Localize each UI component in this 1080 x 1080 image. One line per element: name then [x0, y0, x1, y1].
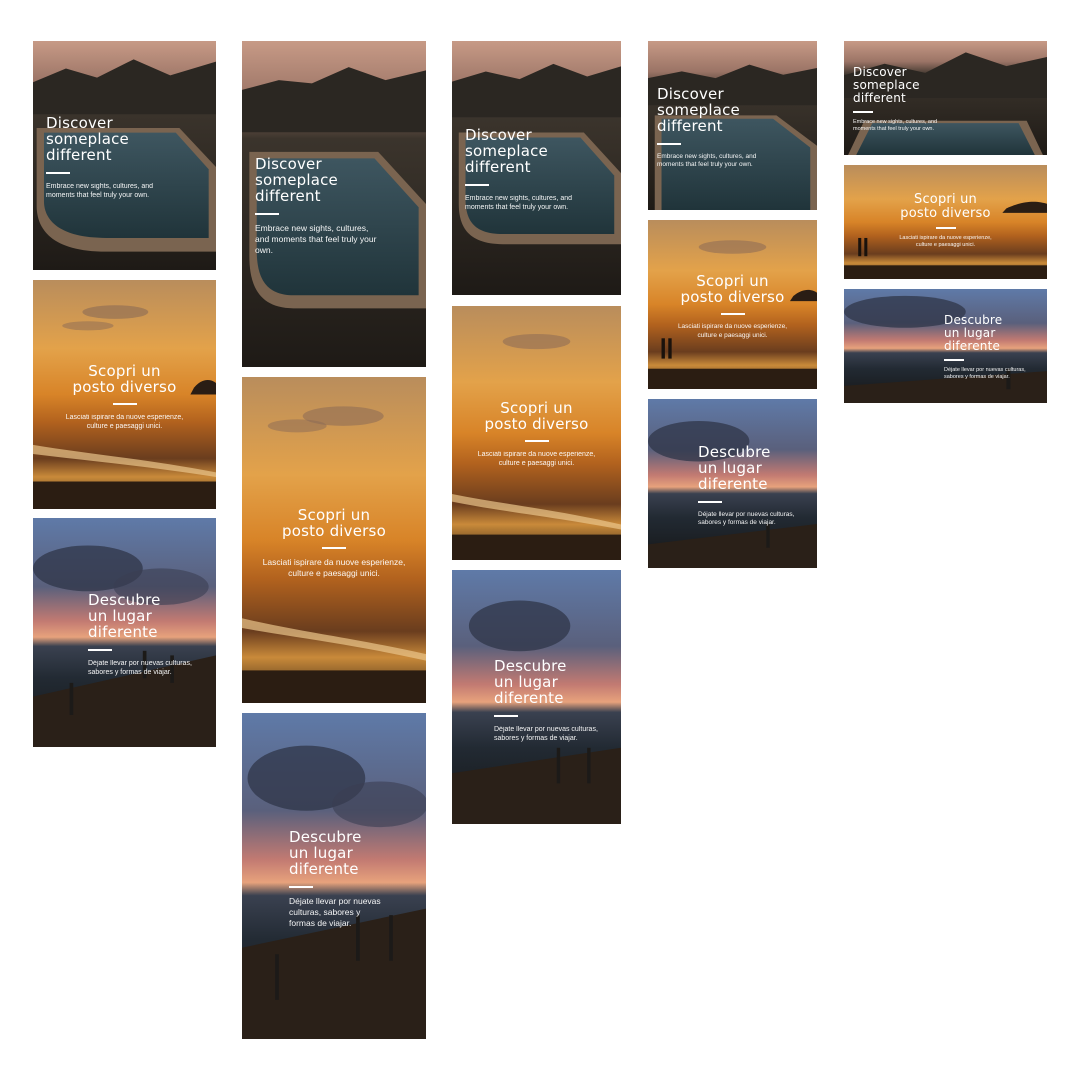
- pool-scene-image: [242, 41, 426, 367]
- body-copy: Embrace new sights, cultures, and moment…: [853, 118, 938, 132]
- divider: [46, 171, 70, 174]
- divider: [112, 403, 137, 406]
- headline: Scopri un posto diverso: [484, 399, 589, 434]
- headline: Discover someplace different: [465, 126, 548, 177]
- pool-scene-image: [33, 41, 216, 270]
- ad-card-dusk-es-col5: Descubre un lugar diferente Déjate lleva…: [844, 289, 1047, 403]
- dusk-deck-scene-image: [242, 713, 426, 1039]
- body-copy: Déjate llevar por nuevas culturas, sabor…: [494, 725, 598, 742]
- ad-card-pool-en-col2: Discover someplace different Embrace new…: [242, 41, 426, 367]
- ad-card-beach-it-col2: Scopri un posto diverso Lasciati ispirar…: [242, 377, 426, 703]
- ad-card-beach-it-col5: Scopri un posto diverso Lasciati ispirar…: [844, 165, 1047, 279]
- pool-scene-image: [452, 41, 621, 295]
- body-copy: Embrace new sights, cultures, and moment…: [465, 194, 572, 211]
- body-copy: Embrace new sights, cultures, and moment…: [255, 222, 377, 255]
- divider: [524, 440, 549, 443]
- ad-card-beach-it-col1: Scopri un posto diverso Lasciati ispirar…: [33, 280, 216, 509]
- ad-card-dusk-es-col1: Descubre un lugar diferente Déjate lleva…: [33, 518, 216, 747]
- beach-scene-image: [33, 280, 216, 509]
- headline: Scopri un posto diverso: [282, 506, 386, 541]
- dusk-deck-scene-image: [452, 570, 621, 824]
- divider: [944, 358, 964, 361]
- body-copy: Déjate llevar por nuevas culturas, sabor…: [88, 659, 192, 676]
- pool-scene-image: [648, 41, 817, 210]
- divider: [255, 212, 279, 215]
- ad-card-dusk-es-col2: Descubre un lugar diferente Déjate lleva…: [242, 713, 426, 1039]
- headline: Scopri un posto diverso: [72, 362, 177, 397]
- body-copy: Lasciati ispirare da nuove esperienze, c…: [262, 557, 406, 579]
- divider: [698, 500, 722, 503]
- headline: Scopri un posto diverso: [680, 272, 785, 307]
- ad-card-dusk-es-col4: Descubre un lugar diferente Déjate lleva…: [648, 399, 817, 568]
- beach-scene-image: [242, 377, 426, 703]
- body-copy: Déjate llevar por nuevas culturas, sabor…: [698, 510, 795, 526]
- headline: Scopri un posto diverso: [900, 192, 991, 222]
- dusk-deck-scene-image: [33, 518, 216, 747]
- divider: [322, 547, 346, 550]
- ad-card-beach-it-col3: Scopri un posto diverso Lasciati ispirar…: [452, 306, 621, 560]
- body-copy: Lasciati ispirare da nuove esperienze, c…: [677, 323, 788, 339]
- headline: Discover someplace different: [255, 155, 338, 206]
- pool-scene-image: [844, 41, 1047, 155]
- headline: Descubre un lugar diferente: [494, 657, 567, 708]
- divider: [720, 313, 745, 316]
- ad-card-pool-en-col5: Discover someplace different Embrace new…: [844, 41, 1047, 155]
- headline: Discover someplace different: [46, 114, 129, 165]
- ad-card-pool-en-col4: Discover someplace different Embrace new…: [648, 41, 817, 210]
- headline: Discover someplace different: [657, 85, 740, 136]
- beach-scene-image: [844, 165, 1047, 279]
- ad-card-pool-en-col1: Discover someplace different Embrace new…: [33, 41, 216, 270]
- divider: [935, 227, 956, 230]
- body-copy: Lasciati ispirare da nuove esperienze, c…: [65, 414, 184, 431]
- divider: [289, 885, 313, 888]
- body-copy: Déjate llevar por nuevas culturas, sabor…: [944, 366, 1026, 380]
- divider: [465, 183, 489, 186]
- headline: Descubre un lugar diferente: [944, 313, 1003, 353]
- divider: [853, 110, 873, 113]
- headline: Discover someplace different: [853, 65, 920, 105]
- ad-card-dusk-es-col3: Descubre un lugar diferente Déjate lleva…: [452, 570, 621, 824]
- beach-scene-image: [452, 306, 621, 560]
- dusk-deck-scene-image: [648, 399, 817, 568]
- body-copy: Déjate llevar por nuevas culturas, sabor…: [289, 895, 381, 928]
- body-copy: Embrace new sights, cultures, and moment…: [46, 182, 153, 199]
- body-copy: Lasciati ispirare da nuove esperienze, c…: [477, 451, 596, 468]
- headline: Descubre un lugar diferente: [88, 591, 161, 642]
- body-copy: Embrace new sights, cultures, and moment…: [657, 152, 757, 168]
- divider: [657, 142, 681, 145]
- divider: [494, 714, 518, 717]
- body-copy: Lasciati ispirare da nuove esperienze, c…: [899, 235, 992, 249]
- divider: [88, 648, 112, 651]
- headline: Descubre un lugar diferente: [698, 443, 771, 494]
- ad-card-beach-it-col4: Scopri un posto diverso Lasciati ispirar…: [648, 220, 817, 389]
- ad-card-pool-en-col3: Discover someplace different Embrace new…: [452, 41, 621, 295]
- headline: Descubre un lugar diferente: [289, 828, 362, 879]
- dusk-deck-scene-image: [844, 289, 1047, 403]
- beach-scene-image: [648, 220, 817, 389]
